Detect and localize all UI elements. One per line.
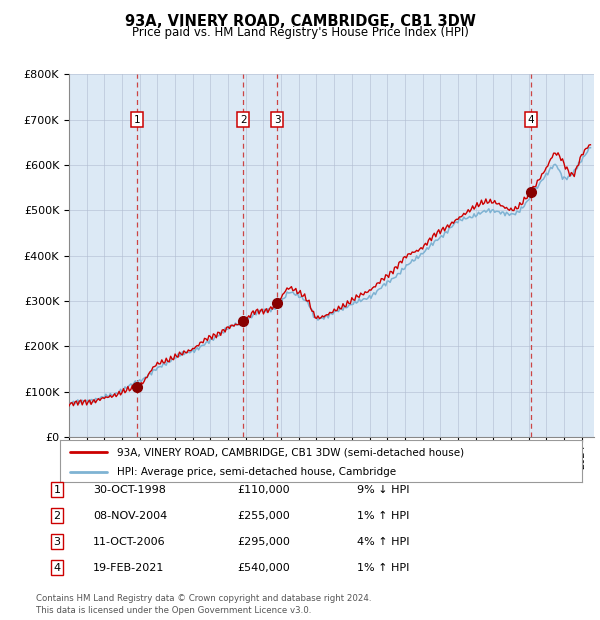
Text: £295,000: £295,000 [237, 537, 290, 547]
Text: 08-NOV-2004: 08-NOV-2004 [93, 511, 167, 521]
Text: 4: 4 [527, 115, 534, 125]
Text: 9% ↓ HPI: 9% ↓ HPI [357, 485, 409, 495]
Text: 1% ↑ HPI: 1% ↑ HPI [357, 563, 409, 573]
Text: 4: 4 [53, 563, 61, 573]
Text: 11-OCT-2006: 11-OCT-2006 [93, 537, 166, 547]
Text: 4% ↑ HPI: 4% ↑ HPI [357, 537, 409, 547]
Text: Contains HM Land Registry data © Crown copyright and database right 2024.
This d: Contains HM Land Registry data © Crown c… [36, 594, 371, 615]
Text: 2: 2 [240, 115, 247, 125]
Text: 1% ↑ HPI: 1% ↑ HPI [357, 511, 409, 521]
Text: 93A, VINERY ROAD, CAMBRIDGE, CB1 3DW (semi-detached house): 93A, VINERY ROAD, CAMBRIDGE, CB1 3DW (se… [118, 447, 464, 457]
Text: 1: 1 [53, 485, 61, 495]
Text: 3: 3 [53, 537, 61, 547]
Text: 3: 3 [274, 115, 281, 125]
Text: HPI: Average price, semi-detached house, Cambridge: HPI: Average price, semi-detached house,… [118, 467, 397, 477]
Text: £540,000: £540,000 [237, 563, 290, 573]
Text: £255,000: £255,000 [237, 511, 290, 521]
Text: 2: 2 [53, 511, 61, 521]
Text: £110,000: £110,000 [237, 485, 290, 495]
Text: 1: 1 [133, 115, 140, 125]
Text: 30-OCT-1998: 30-OCT-1998 [93, 485, 166, 495]
Text: Price paid vs. HM Land Registry's House Price Index (HPI): Price paid vs. HM Land Registry's House … [131, 26, 469, 39]
Text: 19-FEB-2021: 19-FEB-2021 [93, 563, 164, 573]
Text: 93A, VINERY ROAD, CAMBRIDGE, CB1 3DW: 93A, VINERY ROAD, CAMBRIDGE, CB1 3DW [125, 14, 475, 29]
